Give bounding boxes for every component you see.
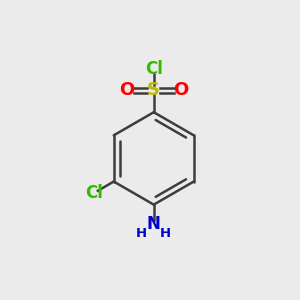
Text: Cl: Cl	[85, 184, 103, 202]
Text: O: O	[120, 81, 135, 99]
Text: N: N	[147, 215, 161, 233]
Text: Cl: Cl	[145, 61, 163, 79]
Text: H: H	[160, 227, 171, 241]
Text: S: S	[147, 81, 160, 99]
Text: O: O	[173, 81, 188, 99]
Text: H: H	[136, 227, 147, 241]
